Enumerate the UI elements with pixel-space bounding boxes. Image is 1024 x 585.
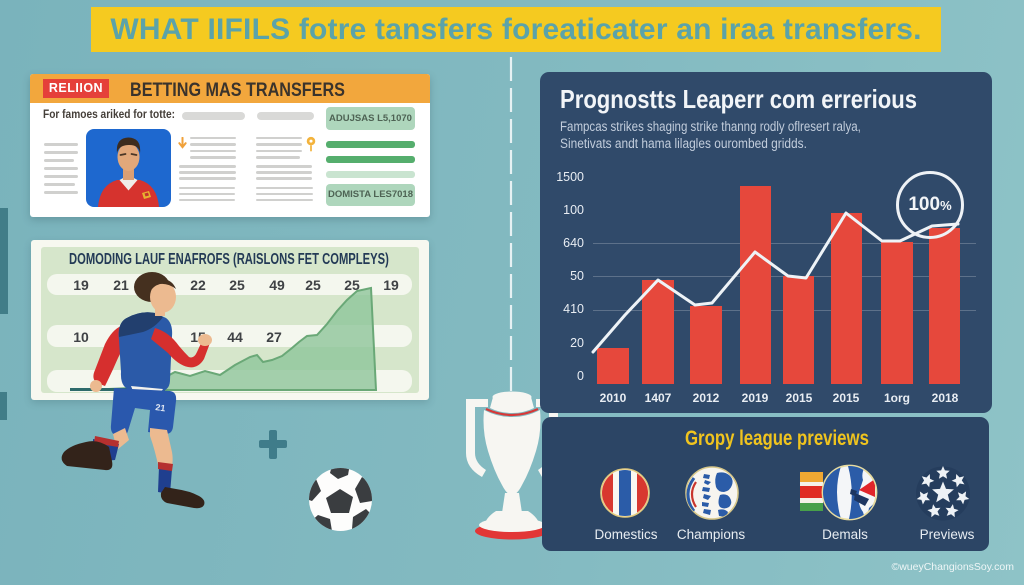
svg-text:21: 21 — [155, 402, 166, 413]
